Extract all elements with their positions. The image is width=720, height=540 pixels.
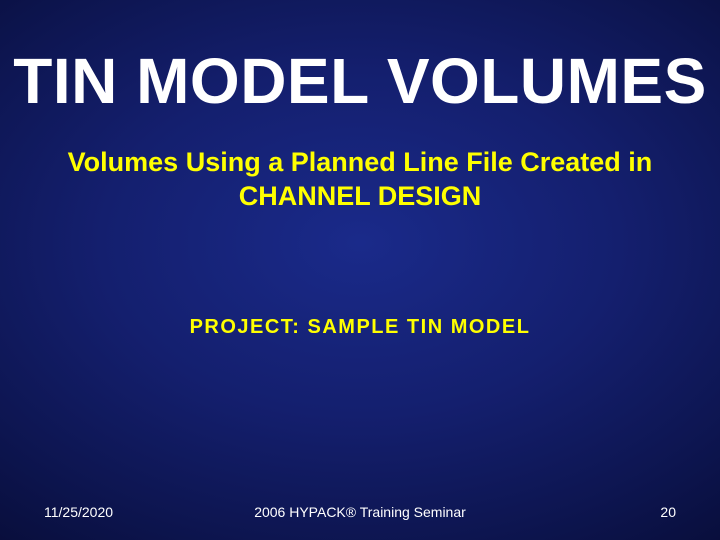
slide-subtitle: Volumes Using a Planned Line File Create…	[0, 146, 720, 214]
project-label: PROJECT: SAMPLE TIN MODEL	[0, 316, 720, 339]
slide-title: TIN MODEL VOLUMES	[0, 46, 720, 116]
slide-footer: 11/25/2020 2006 HYPACK® Training Seminar…	[0, 504, 720, 520]
footer-page-number: 20	[660, 504, 676, 520]
footer-center: 2006 HYPACK® Training Seminar	[254, 504, 466, 520]
slide: TIN MODEL VOLUMES Volumes Using a Planne…	[0, 0, 720, 540]
footer-date: 11/25/2020	[44, 504, 113, 520]
